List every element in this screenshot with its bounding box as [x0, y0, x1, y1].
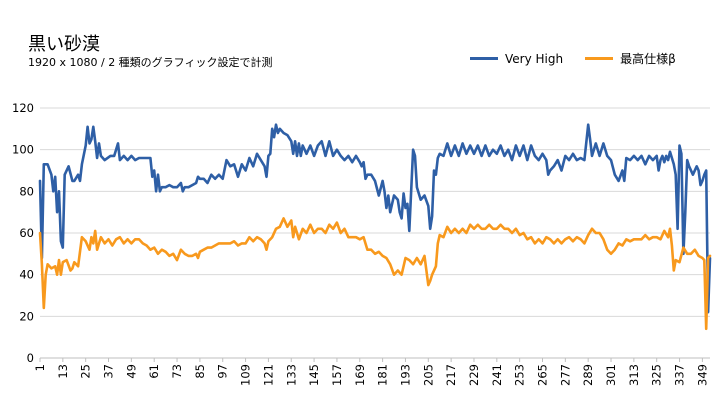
x-tick-label: 289 [581, 364, 595, 386]
series-line-max-spec [38, 217, 712, 331]
x-tick-label: 145 [307, 364, 321, 386]
x-tick-label: 157 [330, 364, 344, 386]
x-axis-ticks: 1 13 25 37 49 61 73 85 97 109 121 133 145 157 169 181 19… [33, 358, 709, 386]
y-tick-label: 40 [19, 268, 34, 282]
x-tick-label: 13 [56, 364, 70, 379]
x-tick-label: 97 [216, 364, 230, 379]
chart-title: 黒い砂漠 [28, 34, 100, 55]
y-axis-ticks: 0 20 40 60 80 100 120 [12, 101, 34, 365]
legend-label-max-spec: 最高仕様β [620, 52, 676, 66]
y-tick-label: 0 [27, 351, 34, 365]
x-tick-label: 193 [398, 364, 412, 386]
x-tick-label: 229 [467, 364, 481, 386]
series-lines [38, 123, 712, 331]
legend-item-very-high: Very High [470, 52, 563, 66]
x-tick-label: 133 [284, 364, 298, 386]
x-tick-label: 325 [650, 364, 664, 386]
x-tick-label: 265 [536, 364, 550, 386]
series-line-very-high [38, 123, 712, 314]
x-tick-label: 277 [558, 364, 572, 386]
x-tick-label: 205 [421, 364, 435, 386]
x-tick-label: 253 [513, 364, 527, 386]
chart-subtitle: 1920 x 1080 / 2 種類のグラフィック設定で計測 [28, 56, 273, 69]
legend-swatch-very-high [470, 57, 498, 60]
x-tick-label: 313 [627, 364, 641, 386]
x-tick-label: 61 [147, 364, 161, 379]
x-tick-label: 121 [261, 364, 275, 386]
x-tick-label: 169 [353, 364, 367, 386]
x-tick-label: 49 [124, 364, 138, 379]
x-tick-label: 25 [79, 364, 93, 379]
x-tick-label: 73 [170, 364, 184, 379]
y-tick-label: 100 [12, 143, 34, 157]
legend-item-max-spec: 最高仕様β [585, 50, 676, 67]
gridlines [40, 107, 710, 359]
x-tick-label: 241 [490, 364, 504, 386]
legend-label-very-high: Very High [505, 51, 564, 66]
x-tick-label: 37 [102, 364, 116, 379]
x-tick-label: 217 [444, 364, 458, 386]
y-tick-label: 20 [19, 309, 34, 323]
x-tick-label: 349 [695, 364, 709, 386]
x-tick-label: 181 [376, 364, 390, 386]
y-tick-label: 60 [19, 226, 34, 240]
x-tick-label: 337 [673, 364, 687, 386]
legend-swatch-max-spec [585, 57, 614, 60]
x-tick-label: 109 [239, 364, 253, 386]
x-tick-label: 301 [604, 364, 618, 386]
x-tick-label: 85 [193, 364, 207, 379]
y-tick-label: 120 [12, 101, 34, 115]
x-tick-label: 1 [33, 364, 47, 371]
y-tick-label: 80 [19, 184, 34, 198]
legend: Very High 最高仕様β [470, 50, 676, 67]
